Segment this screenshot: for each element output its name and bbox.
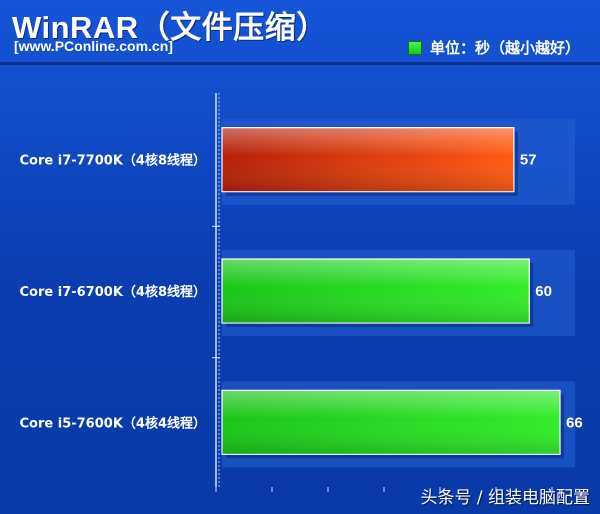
category-label: Core i7-7700K（4核8线程）	[20, 153, 206, 169]
legend: 单位：秒（越小越好）	[407, 37, 580, 58]
source-label: [www.PConline.com.cn]	[14, 38, 173, 54]
chart-title: WinRAR（文件压缩）	[12, 10, 328, 45]
category-label: Core i5-7600K（4核4线程）	[20, 415, 206, 431]
watermark: 头条号 / 组装电脑配置	[420, 488, 590, 508]
data-label: 60	[535, 283, 552, 300]
bar-gloss	[222, 127, 514, 192]
data-label: 57	[520, 152, 537, 169]
data-label: 66	[566, 414, 583, 431]
legend-label: 单位：秒（越小越好）	[429, 39, 580, 57]
bar-gloss	[222, 390, 560, 455]
legend-swatch	[407, 40, 422, 55]
category-label: Core i7-6700K（4核8线程）	[20, 284, 206, 300]
bar-gloss	[222, 259, 530, 323]
header-divider	[0, 62, 600, 65]
